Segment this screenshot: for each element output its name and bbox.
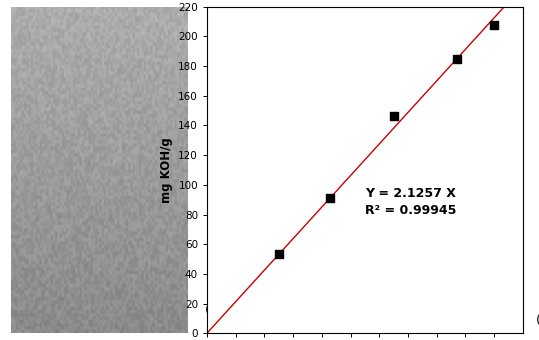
Point [490,22,499,28]
Point [326,195,335,200]
Point [274,252,283,257]
Text: (a): (a) [205,304,223,317]
Point [452,56,461,62]
Y-axis label: mg KOH/g: mg KOH/g [160,137,172,203]
Point [389,114,398,119]
Text: (b): (b) [535,314,539,327]
Text: Y = 2.1257 X
R² = 0.99945: Y = 2.1257 X R² = 0.99945 [365,187,457,218]
